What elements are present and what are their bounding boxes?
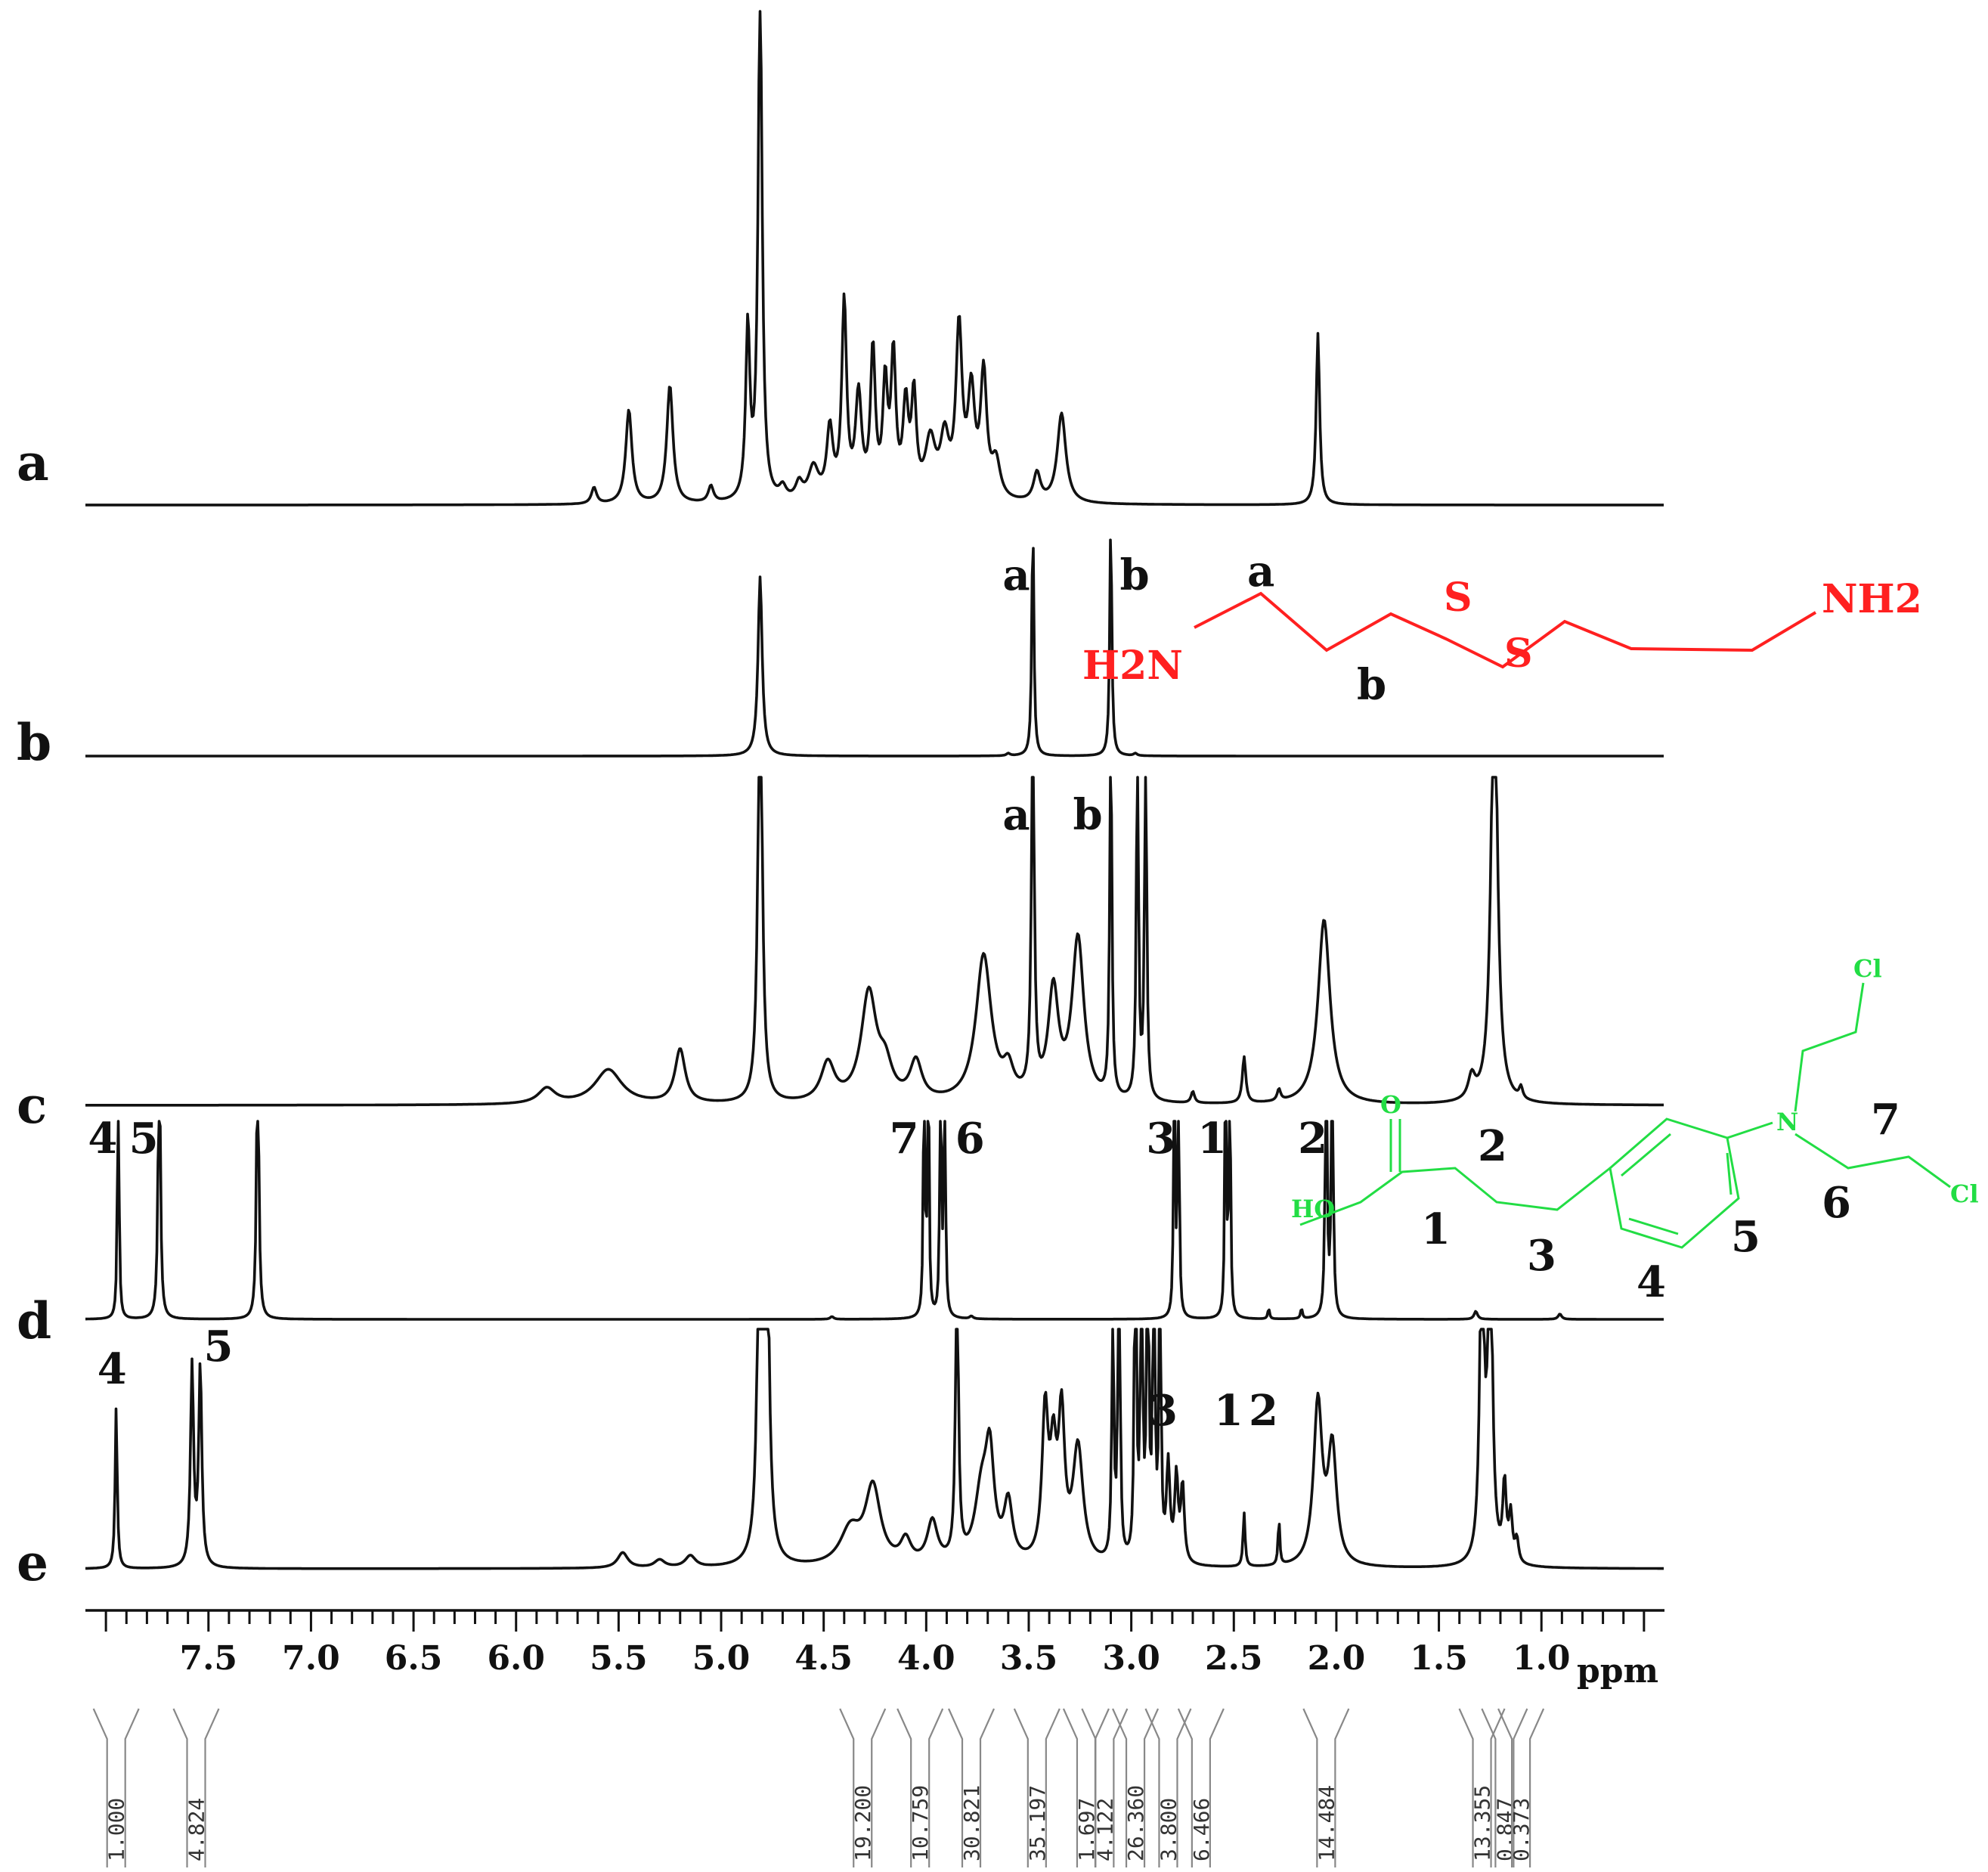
- integral-bracket: [1112, 1708, 1160, 1867]
- integral-value-8: 26.360: [1123, 1785, 1148, 1861]
- x-tick-label: 5.5: [590, 1639, 648, 1678]
- x-tick-label: 7.0: [282, 1639, 340, 1678]
- trace-label-c: c: [17, 1076, 47, 1135]
- integral-bracket: [1497, 1708, 1545, 1867]
- chlorambucil-n: N: [1776, 1108, 1798, 1136]
- peak-label-d-5: 5: [129, 1114, 159, 1164]
- peak-label-d-9: 1: [1197, 1114, 1227, 1164]
- spectrum-trace-d: [85, 1120, 1664, 1321]
- chlorambucil-num-5: 5: [1731, 1212, 1760, 1262]
- integral-value-13: 0.847: [1492, 1798, 1517, 1861]
- peak-label-c-2: a: [1002, 790, 1030, 840]
- peak-label-b-1: b: [1119, 550, 1149, 600]
- x-tick-label: 4.0: [897, 1639, 955, 1678]
- chlorambucil-num-1: 1: [1421, 1204, 1451, 1254]
- peak-label-d-6: 7: [890, 1114, 919, 1164]
- x-tick-label: 2.5: [1205, 1639, 1263, 1678]
- spectrum-trace-b: [85, 538, 1664, 758]
- chlorambucil-num-4: 4: [1637, 1257, 1666, 1307]
- integral-bracket: [1081, 1708, 1129, 1867]
- integral-bracket: [1302, 1708, 1350, 1867]
- integral-value-7: 4.122: [1092, 1798, 1117, 1861]
- x-tick-label: 5.0: [692, 1639, 751, 1678]
- integral-bracket: [1458, 1708, 1506, 1867]
- integral-value-9: 3.800: [1156, 1798, 1181, 1861]
- integral-bracket: [1481, 1708, 1528, 1867]
- integral-value-11: 14.484: [1314, 1785, 1339, 1861]
- integral-bracket: [896, 1708, 944, 1867]
- chlorambucil-cl-top: Cl: [1853, 954, 1882, 983]
- x-tick-label: 6.0: [487, 1639, 545, 1678]
- chlorambucil-num-3: 3: [1527, 1231, 1556, 1281]
- peak-label-c-3: b: [1073, 790, 1102, 840]
- chlorambucil-o: O: [1380, 1090, 1401, 1119]
- cystamine-h2n: H2N: [1082, 643, 1183, 689]
- x-axis: 7.5 7.0 6.5 6.0 5.5 5.0 4.5 4.0 3.5 3.0 2.5 2.0 1.5 1…: [85, 1609, 1664, 1678]
- x-tick-label: 2.0: [1308, 1639, 1366, 1678]
- chlorambucil-num-2: 2: [1478, 1121, 1507, 1171]
- integral-bracket: [1144, 1708, 1192, 1867]
- integral-value-14: 0.373: [1509, 1798, 1534, 1861]
- spectrum-trace-a: [85, 10, 1664, 507]
- chlorambucil-num-7: 7: [1871, 1095, 1900, 1145]
- cystamine-structure: H2N S S NH2 a b: [1082, 547, 1922, 710]
- spectrum-trace-e: [85, 1328, 1664, 1570]
- peak-label-e-13: 3: [1148, 1386, 1178, 1436]
- peak-label-e-15: 2: [1249, 1386, 1278, 1436]
- peak-label-e-12: 5: [204, 1322, 234, 1371]
- integral-value-10: 6.466: [1189, 1798, 1214, 1861]
- chlorambucil-num-6: 6: [1822, 1178, 1851, 1228]
- x-tick-label: 6.5: [385, 1639, 443, 1678]
- trace-label-a: a: [17, 433, 49, 492]
- peak-label-d-7: 6: [955, 1114, 985, 1164]
- cystamine-label-a: a: [1247, 547, 1274, 597]
- x-tick-label: 1.5: [1410, 1639, 1468, 1678]
- integral-value-0: 1.000: [104, 1798, 129, 1861]
- integral-value-4: 30.821: [959, 1785, 984, 1861]
- spectrum-trace-c: [85, 776, 1664, 1107]
- integral-bracket: [172, 1708, 220, 1867]
- x-tick-label: 1.0: [1513, 1639, 1571, 1678]
- integral-bracket: [1013, 1708, 1061, 1867]
- integral-bracket: [1177, 1708, 1225, 1867]
- peak-label-d-4: 4: [88, 1114, 117, 1164]
- trace-label-b: b: [17, 713, 51, 772]
- integral-value-12: 13.355: [1470, 1785, 1495, 1861]
- chlorambucil-ho: HO: [1291, 1195, 1335, 1223]
- peak-label-d-8: 3: [1146, 1114, 1175, 1164]
- x-tick-label: 4.5: [794, 1639, 853, 1678]
- trace-label-d: d: [17, 1291, 51, 1350]
- trace-label-e: e: [17, 1533, 48, 1592]
- cystamine-s1: S: [1444, 575, 1472, 621]
- integral-value-3: 10.759: [908, 1785, 933, 1861]
- x-tick-label: 7.5: [179, 1639, 237, 1678]
- integral-value-1: 4.824: [184, 1798, 209, 1861]
- integral-bracket: [948, 1708, 996, 1867]
- integral-value-5: 35.197: [1025, 1785, 1050, 1861]
- integral-regions: 1.000 4.824 19.200 10.759 30.821 35.197 1.6974…: [92, 1708, 1545, 1867]
- cystamine-s2: S: [1504, 631, 1533, 677]
- integral-bracket: [92, 1708, 140, 1867]
- chlorambucil-structure: O HO N Cl Cl 1 2 3 4 5 6 7: [1291, 954, 1979, 1307]
- integral-value-2: 19.200: [850, 1785, 875, 1861]
- cystamine-nh2: NH2: [1822, 576, 1922, 622]
- integral-bracket: [839, 1708, 887, 1867]
- x-axis-unit: ppm: [1577, 1652, 1658, 1691]
- chlorambucil-cl-right: Cl: [1950, 1179, 1979, 1208]
- peak-label-e-14: 1: [1214, 1386, 1243, 1436]
- peak-label-e-11: 4: [98, 1344, 127, 1394]
- peak-label-b-0: a: [1002, 550, 1030, 600]
- peak-labels: a ba b4 5 7 6 3 1 24 53 1 2: [88, 550, 1327, 1436]
- cystamine-label-b: b: [1357, 660, 1386, 710]
- spectra-traces: [85, 10, 1664, 1570]
- x-tick-label: 3.0: [1102, 1639, 1160, 1678]
- x-tick-label: 3.5: [1000, 1639, 1058, 1678]
- peak-label-d-10: 2: [1298, 1114, 1327, 1164]
